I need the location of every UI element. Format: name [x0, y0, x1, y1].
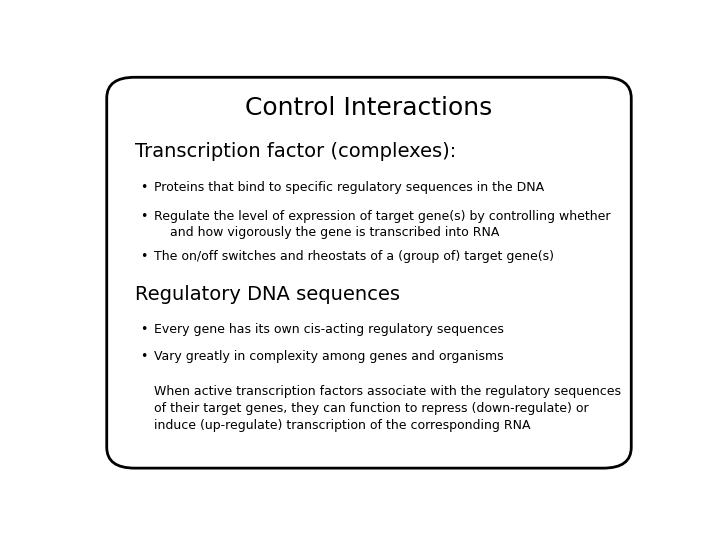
- FancyBboxPatch shape: [107, 77, 631, 468]
- Text: •: •: [140, 211, 148, 224]
- Text: •: •: [140, 181, 148, 194]
- Text: Every gene has its own cis-acting regulatory sequences: Every gene has its own cis-acting regula…: [154, 322, 504, 335]
- Text: When active transcription factors associate with the regulatory sequences
of the: When active transcription factors associ…: [154, 385, 621, 432]
- Text: Proteins that bind to specific regulatory sequences in the DNA: Proteins that bind to specific regulator…: [154, 181, 544, 194]
- Text: •: •: [140, 322, 148, 335]
- Text: Regulatory DNA sequences: Regulatory DNA sequences: [135, 285, 400, 304]
- Text: Control Interactions: Control Interactions: [246, 96, 492, 120]
- Text: The on/off switches and rheostats of a (group of) target gene(s): The on/off switches and rheostats of a (…: [154, 250, 554, 263]
- Text: Regulate the level of expression of target gene(s) by controlling whether
    an: Regulate the level of expression of targ…: [154, 211, 611, 239]
- Text: •: •: [140, 250, 148, 263]
- Text: Vary greatly in complexity among genes and organisms: Vary greatly in complexity among genes a…: [154, 349, 504, 363]
- Text: Transcription factor (complexes):: Transcription factor (complexes):: [135, 141, 456, 161]
- Text: •: •: [140, 349, 148, 363]
